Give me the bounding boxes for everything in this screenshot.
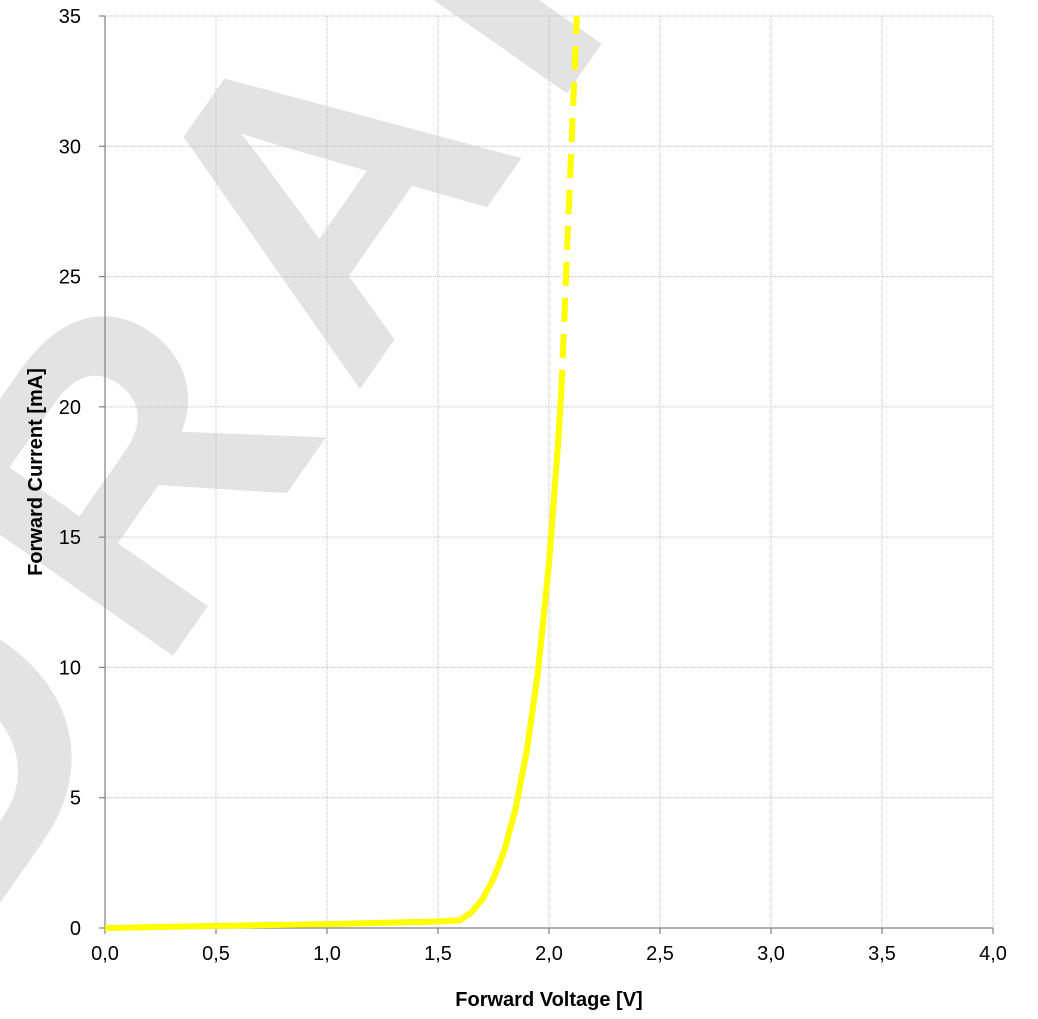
x-tick-label-1: 0,5 xyxy=(202,943,230,965)
x-tick-label-2: 1,0 xyxy=(313,943,341,965)
x-tick-label-7: 3,5 xyxy=(868,943,896,965)
y-tick-label-6: 30 xyxy=(59,136,81,158)
y-tick-label-1: 5 xyxy=(70,788,81,810)
series-line-solid xyxy=(104,393,565,931)
series-line-dashed xyxy=(558,15,580,394)
y-tick-label-0: 0 xyxy=(70,918,81,940)
x-tick-label-0: 0,0 xyxy=(91,943,119,965)
grid xyxy=(105,15,994,928)
y-tick-label-5: 25 xyxy=(59,267,81,289)
x-tick-label-5: 2,5 xyxy=(646,943,674,965)
y-tick-label-7: 35 xyxy=(59,6,81,28)
x-tick-label-8: 4,0 xyxy=(979,943,1007,965)
x-axis-title: Forward Voltage [V] xyxy=(455,989,642,1011)
x-tick-label-4: 2,0 xyxy=(535,943,563,965)
y-tick-label-2: 10 xyxy=(59,657,81,679)
watermark-text: DRAFT xyxy=(0,0,965,1012)
x-tick-label-3: 1,5 xyxy=(424,943,452,965)
y-tick-label-3: 15 xyxy=(59,527,81,549)
x-tick-label-6: 3,0 xyxy=(757,943,785,965)
draft-watermark: DRAFT xyxy=(0,0,965,1012)
y-axis-title: Forward Current [mA] xyxy=(25,368,47,576)
tick-labels: 0,0 0,5 1,0 1,5 2,0 2,5 3,0 3,5 4,0 0 5 10 15 20 25 30 3… xyxy=(59,6,1007,965)
y-tick-label-4: 20 xyxy=(59,397,81,419)
series-layer xyxy=(104,15,580,931)
